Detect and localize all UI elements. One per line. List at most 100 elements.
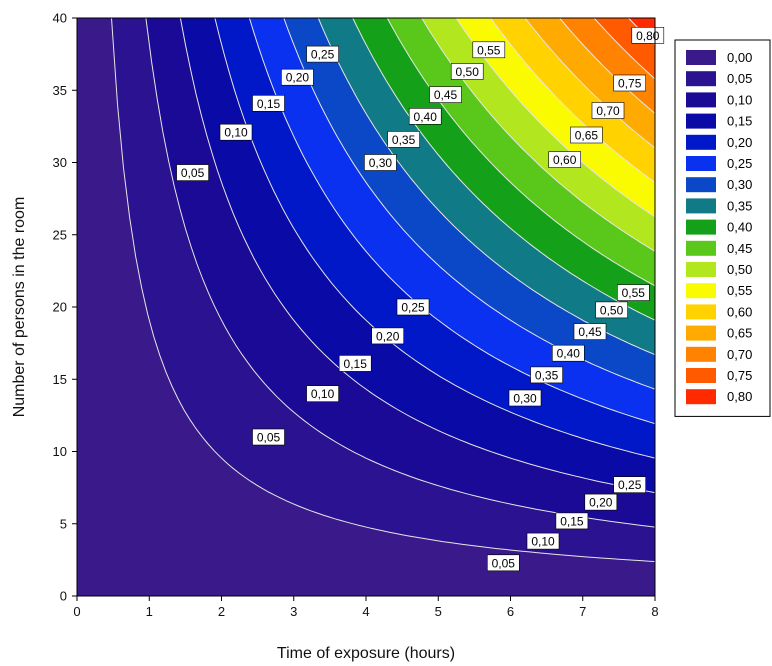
- contour-label: 0,20: [371, 327, 405, 345]
- contour-label-text: 0,50: [456, 65, 480, 79]
- legend-entry: 0,55: [686, 283, 752, 299]
- contour-label-text: 0,65: [575, 129, 599, 143]
- contour-line: [179, 18, 655, 494]
- contour-line: [214, 18, 655, 459]
- legend-label: 0,65: [727, 326, 752, 341]
- contour-label: 0,25: [613, 476, 647, 494]
- contour-label-text: 0,20: [376, 329, 400, 343]
- contour-label-text: 0,35: [535, 368, 559, 382]
- contour-label-text: 0,55: [622, 286, 646, 300]
- legend-entry: 0,75: [686, 368, 752, 383]
- contour-label-text: 0,60: [553, 153, 577, 167]
- legend-swatch: [686, 325, 716, 341]
- contour-label-text: 0,45: [578, 325, 602, 339]
- contour-line: [593, 18, 655, 80]
- contour-label: 0,40: [551, 344, 585, 362]
- legend-label: 0,00: [727, 50, 752, 65]
- contour-label: 0,65: [570, 126, 603, 144]
- contour-label-text: 0,75: [618, 77, 642, 91]
- legend-entry: 0,60: [686, 304, 752, 320]
- contour-label: 0,70: [591, 102, 625, 119]
- y-tick-label: 0: [60, 589, 67, 604]
- contour-label-text: 0,50: [600, 303, 624, 317]
- contour-label: 0,10: [219, 123, 253, 141]
- legend-swatch: [686, 283, 716, 299]
- x-tick-label: 7: [579, 604, 586, 619]
- legend-label: 0,40: [727, 220, 752, 235]
- legend-swatch: [686, 113, 716, 129]
- legend-entry: 0,00: [686, 50, 752, 65]
- x-tick-label: 0: [73, 604, 80, 619]
- contour-label: 0,35: [387, 131, 420, 148]
- contour-fill: [77, 18, 655, 596]
- contour-label: 0,20: [281, 68, 314, 86]
- legend: 0,00 0,05 0,10 0,15 0,20 0,25 0,30 0,35 0,40 0,45…: [674, 39, 771, 417]
- contour-label-text: 0,05: [257, 431, 281, 445]
- x-axis-title: Time of exposure (hours): [277, 645, 455, 662]
- contour-line: [111, 18, 655, 562]
- contour-label-text: 0,05: [492, 556, 516, 570]
- y-tick-label: 25: [53, 227, 67, 242]
- contour-line: [524, 18, 655, 149]
- y-tick-label: 10: [53, 444, 67, 459]
- legend-swatch: [686, 134, 716, 150]
- legend-label: 0,15: [727, 114, 752, 129]
- legend-label: 0,30: [727, 177, 752, 192]
- legend-entry: 0,45: [686, 240, 752, 256]
- contour-label-text: 0,70: [596, 104, 620, 118]
- contour-label: 0,10: [306, 385, 339, 403]
- contour-line: [352, 18, 655, 321]
- contour-label: 0,15: [338, 355, 372, 372]
- contour-label: 0,60: [548, 151, 582, 168]
- legend-label: 0,75: [727, 368, 752, 383]
- y-tick-label: 35: [53, 83, 67, 98]
- contour-label-text: 0,10: [531, 535, 555, 549]
- legend-swatch: [686, 389, 716, 405]
- contour-label-text: 0,05: [181, 166, 205, 180]
- legend-entry: 0,50: [686, 262, 752, 277]
- contour-label: 0,30: [364, 154, 397, 171]
- legend-label: 0,80: [727, 389, 752, 404]
- legend-label: 0,70: [727, 347, 752, 362]
- contour-label-text: 0,15: [344, 357, 368, 371]
- legend-label: 0,35: [727, 198, 752, 213]
- legend-entry: 0,35: [686, 198, 752, 214]
- x-tick-label: 3: [290, 604, 297, 619]
- y-tick-label: 5: [60, 516, 67, 531]
- y-tick-label: 20: [53, 300, 67, 315]
- legend-swatch: [686, 262, 716, 277]
- legend-entry: 0,05: [686, 71, 752, 87]
- legend-label: 0,10: [727, 92, 752, 107]
- contour-line: [283, 18, 655, 390]
- contour-label-text: 0,25: [311, 48, 335, 62]
- y-axis-title: Number of persons in the room: [11, 197, 28, 418]
- contour-line: [455, 18, 655, 218]
- contour-label-text: 0,40: [414, 110, 438, 124]
- x-tick-label: 5: [435, 604, 442, 619]
- contour-label-text: 0,35: [392, 133, 416, 147]
- legend-label: 0,60: [727, 304, 752, 319]
- contour-label: 0,15: [252, 95, 285, 112]
- contour-label: 0,45: [429, 86, 462, 103]
- contour-label: 0,20: [584, 493, 618, 511]
- legend-swatch: [686, 71, 716, 87]
- contour-labels: 0,050,100,150,200,250,300,350,400,450,50…: [176, 26, 665, 572]
- legend-entry: 0,65: [686, 325, 752, 341]
- legend-swatch: [686, 304, 716, 320]
- contour-line: [248, 18, 655, 425]
- contour-label: 0,45: [573, 323, 607, 340]
- legend-label: 0,05: [727, 71, 752, 86]
- x-tick-label: 1: [146, 604, 153, 619]
- contour-label-text: 0,80: [636, 29, 660, 43]
- contour-label: 0,80: [631, 26, 665, 44]
- y-tick-label: 40: [53, 11, 67, 26]
- legend-swatch: [686, 240, 716, 256]
- legend-label: 0,50: [727, 262, 752, 277]
- legend-swatch: [686, 346, 716, 362]
- contour-label: 0,50: [595, 301, 628, 319]
- contour-label: 0,25: [306, 45, 339, 63]
- legend-swatch: [686, 156, 716, 171]
- legend-entry: 0,25: [686, 156, 752, 171]
- contour-label: 0,30: [508, 389, 542, 407]
